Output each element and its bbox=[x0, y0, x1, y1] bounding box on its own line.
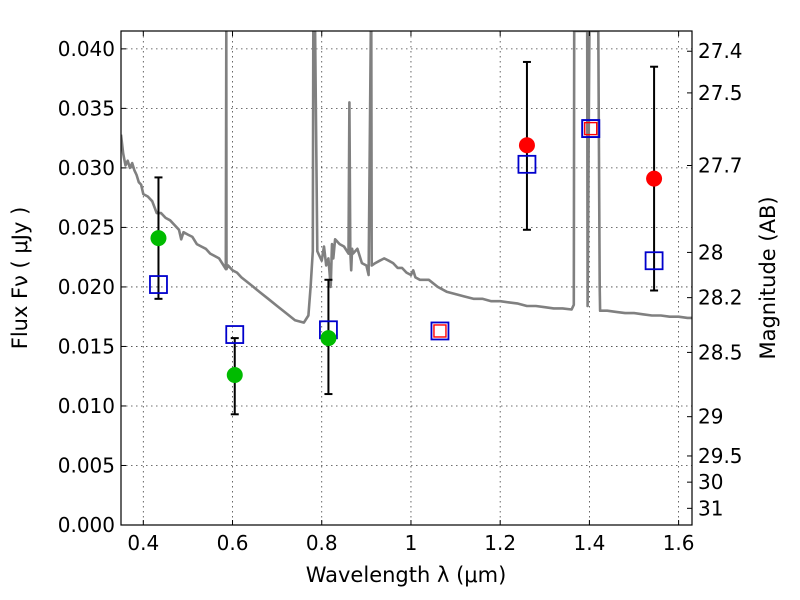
x-tick-label: 0.4 bbox=[127, 531, 159, 555]
observed-flux-point bbox=[320, 330, 337, 347]
magnitude-tick-label: 28.5 bbox=[698, 340, 743, 364]
x-tick-label: 1.4 bbox=[573, 531, 605, 555]
magnitude-tick-label: 29.5 bbox=[698, 444, 743, 468]
x-tick-label: 0.6 bbox=[217, 531, 249, 555]
y-tick-label: 0.005 bbox=[58, 453, 115, 477]
model-square-marker bbox=[225, 325, 245, 344]
magnitude-tick-label: 30 bbox=[698, 470, 723, 494]
y-tick-label: 0.040 bbox=[58, 37, 115, 61]
magnitude-tick-label: 28.2 bbox=[698, 286, 743, 310]
observed-flux-point bbox=[150, 230, 167, 247]
model-square-marker bbox=[581, 119, 601, 139]
y-axis-title: Flux Fν ( μJy ) bbox=[8, 207, 32, 350]
magnitude-tick-label: 31 bbox=[698, 496, 723, 520]
y-tick-label: 0.025 bbox=[58, 215, 115, 239]
model-square-marker bbox=[644, 251, 664, 271]
y-tick-label: 0.020 bbox=[58, 275, 115, 299]
magnitude-tick-label: 28 bbox=[698, 240, 723, 264]
observed-flux-point bbox=[646, 170, 663, 187]
y-tick-label: 0.035 bbox=[58, 96, 115, 120]
model-square-marker bbox=[517, 154, 537, 174]
y-tick-label: 0.015 bbox=[58, 334, 115, 358]
magnitude-tick-label: 27.7 bbox=[698, 154, 743, 178]
magnitude-tick-label: 29 bbox=[698, 405, 723, 429]
y-tick-label: 0.010 bbox=[58, 394, 115, 418]
x-axis-title: Wavelength λ (μm) bbox=[306, 563, 507, 587]
model-spectrum-line bbox=[121, 31, 692, 324]
inner-square-marker bbox=[584, 121, 598, 136]
model-square-marker bbox=[149, 275, 168, 294]
observed-flux-point bbox=[518, 137, 535, 154]
inner-square-marker bbox=[433, 324, 447, 338]
model-square-marker bbox=[430, 321, 450, 341]
y-tick-label: 0.030 bbox=[58, 156, 115, 180]
x-axis-ticks: 0.4 0.6 0.8 1 1.2 1.4 1.6 bbox=[127, 31, 695, 555]
observed-flux-point bbox=[226, 367, 243, 384]
plot-frame bbox=[120, 30, 693, 526]
grid bbox=[121, 31, 692, 526]
x-tick-label: 0.8 bbox=[306, 531, 338, 555]
x-tick-label: 1.6 bbox=[663, 531, 695, 555]
plot-area bbox=[121, 31, 692, 416]
y-axis-ticks: 0.000 0.005 0.010 0.015 0.020 0.025 0.030 0.035… bbox=[58, 37, 126, 537]
magnitude-axis-title: Magnitude (AB) bbox=[756, 196, 780, 359]
x-tick-label: 1.2 bbox=[484, 531, 516, 555]
y-tick-label: 0.000 bbox=[58, 513, 115, 537]
magnitude-tick-label: 27.4 bbox=[698, 39, 743, 63]
magnitude-tick-label: 27.5 bbox=[698, 81, 743, 105]
x-tick-label: 1 bbox=[405, 531, 418, 555]
